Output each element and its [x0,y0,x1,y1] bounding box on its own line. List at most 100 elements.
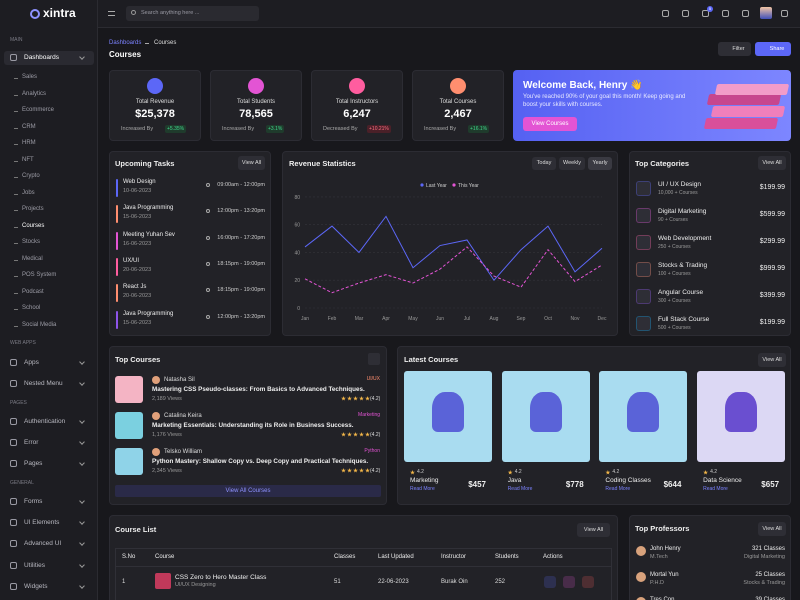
nav-item[interactable]: Nested Menu [24,380,63,388]
nav-dash [14,144,18,145]
button[interactable]: View All [758,353,786,367]
star [347,396,352,401]
task-date: 10-06-2023 [123,188,152,194]
button[interactable]: Weekly [559,157,585,170]
nav-item[interactable]: Advanced UI [24,540,62,548]
card [282,151,618,336]
action-button[interactable] [544,576,556,588]
action-button[interactable] [582,576,594,588]
nav-subitem[interactable]: Crypto [22,173,40,179]
nav-subitem[interactable]: Podcast [22,288,44,295]
task-time: 12:00pm - 13:20pm [217,208,265,215]
professor-classes: 321 Classes [751,546,785,552]
search-icon [131,10,136,15]
card [109,515,618,600]
nav-subitem[interactable]: HRM [22,140,36,146]
nav-item[interactable]: Dashboards [24,54,60,61]
category-price: $999.99 [759,265,785,272]
professor-name: Tres Con [650,597,675,600]
button[interactable]: View All [758,156,786,170]
button[interactable]: View All [577,523,610,537]
course-title: Marketing Essentials: Understanding its … [152,422,354,429]
card-title: Upcoming Tasks [115,159,175,168]
nav-item[interactable]: Forms [24,498,43,505]
nav-dash [14,193,18,195]
course-rating: 4.2 [612,469,620,475]
course-thumb [115,412,143,439]
category-price: $199.99 [759,184,785,191]
nav-subitem[interactable]: Jobs [22,189,35,196]
course-price: $644 [663,480,682,489]
button[interactable]: Share [755,42,791,56]
read-more[interactable]: Read More [703,486,728,492]
button[interactable]: Yearly [588,157,612,170]
button[interactable]: Filter [718,42,751,56]
professor-degree: M.Tech [650,554,668,560]
professor-name: John Henry [650,546,681,552]
star [605,470,611,475]
professor-name: Mortal Yun [650,571,679,578]
nav-subitem[interactable]: Medical [22,255,43,262]
course-price: $457 [468,480,486,489]
card-title: Top Categories [635,159,690,168]
read-more[interactable]: Read More [507,486,533,492]
action-button[interactable] [563,576,575,588]
professor-avatar [636,546,646,556]
nav-item[interactable]: Error [24,439,39,447]
book-illustration [714,84,790,95]
author-avatar [152,412,160,420]
stat-icon [349,78,365,94]
nav-item[interactable]: Apps [24,359,39,366]
nav-subitem[interactable]: Sales [22,74,38,80]
nav-item[interactable]: UI Elements [24,519,60,527]
nav-item[interactable]: Pages [24,460,43,468]
author-name: Natasha Sil [164,377,195,383]
nav-dash [14,78,18,79]
star [359,396,364,401]
course-rating: (4.2) [370,432,381,438]
task-date: 20-06-2023 [123,266,152,273]
nav-subitem[interactable]: CRM [22,123,36,130]
column-header: Course [155,554,175,560]
nav-dash [14,111,18,112]
card-title: Top Professors [635,524,690,533]
nav-subitem[interactable]: NFT [22,156,34,163]
nav-subitem[interactable]: School [22,305,41,311]
nav-dash [14,177,18,178]
star [507,470,513,475]
nav-subitem[interactable]: Courses [22,222,45,229]
nav-icon [10,380,17,388]
sidebar-section-title: WEB APPS [10,340,36,346]
nav-subitem[interactable]: Projects [22,206,44,212]
nav-item[interactable]: Widgets [24,582,48,590]
clock-icon [206,261,210,266]
course-tag: UI/UX [366,376,380,382]
column-header: S.No [122,554,136,560]
nav-item[interactable]: Authentication [24,418,66,425]
breadcrumb[interactable]: Dashboards [109,40,142,46]
nav-item[interactable]: Utilities [24,561,45,569]
button[interactable]: Today [532,157,556,170]
category-icon [636,208,651,223]
column-header: Last Updated [378,554,414,560]
category-icon [636,181,651,196]
nav-subitem[interactable]: Ecommerce [22,107,55,113]
button[interactable]: View All [238,156,265,170]
nav-icon [10,519,17,527]
read-more[interactable]: Read More [410,486,435,492]
nav-subitem[interactable]: POS System [22,272,57,278]
nav-dash [14,160,18,162]
category-courses: 300 + Courses [658,298,691,304]
category-price: $199.99 [759,319,785,326]
welcome-button[interactable]: View Courses [523,117,577,131]
course-price: $657 [761,480,780,489]
view-all-courses[interactable]: View All Courses [115,485,381,497]
task-bar [116,231,118,250]
search-input[interactable]: Search anything here ... [141,10,200,16]
nav-subitem[interactable]: Stocks [22,239,41,245]
read-more[interactable]: Read More [605,486,631,492]
button[interactable]: View All [758,522,786,536]
nav-subitem[interactable]: Social Media [22,321,57,328]
card [629,151,791,336]
nav-subitem[interactable]: Analytics [22,90,47,97]
